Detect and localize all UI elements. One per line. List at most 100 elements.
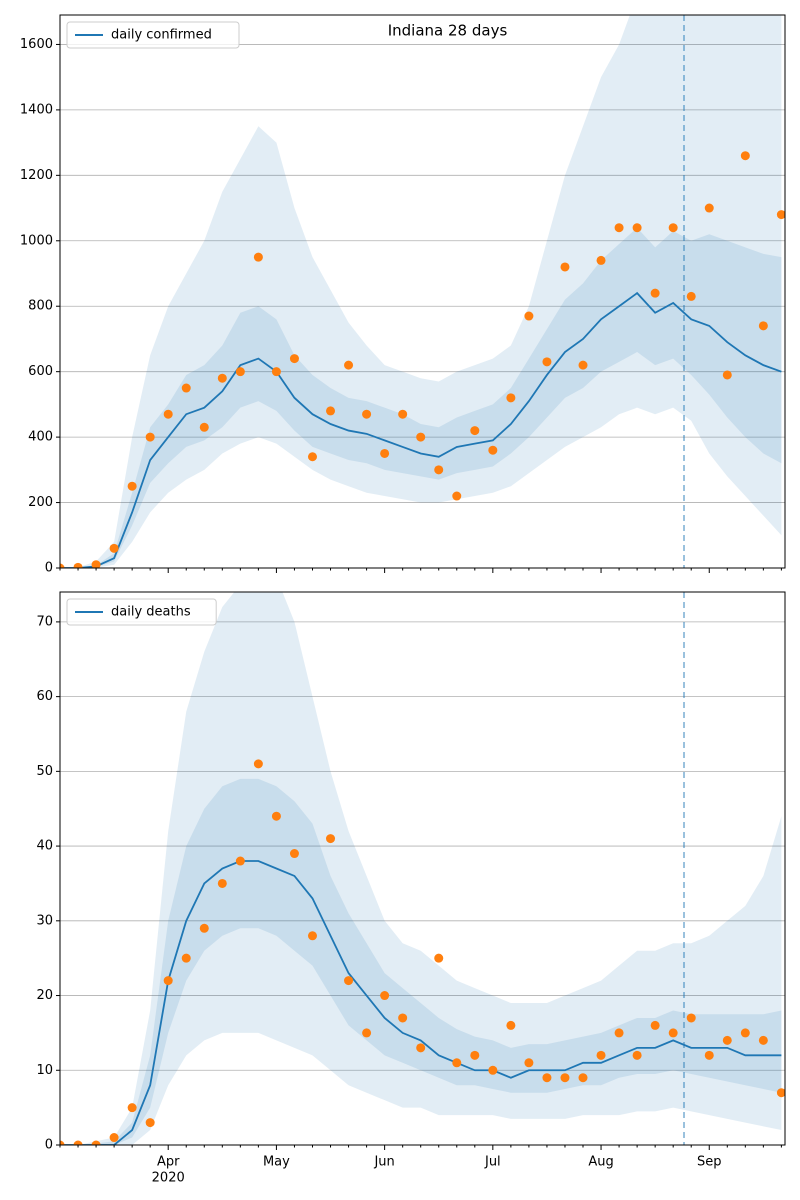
data-point — [632, 1050, 642, 1060]
plot-area — [60, 15, 785, 568]
series-line — [60, 860, 782, 1145]
data-point — [578, 360, 588, 370]
data-point — [271, 811, 281, 821]
data-point — [668, 223, 678, 233]
data-point — [307, 931, 317, 941]
data-point — [650, 288, 660, 298]
legend-box — [66, 21, 240, 49]
data-point — [127, 481, 137, 491]
data-point — [380, 448, 390, 458]
data-point — [344, 976, 354, 986]
data-point — [740, 1028, 750, 1038]
data-point — [704, 203, 714, 213]
data-point — [127, 1103, 137, 1113]
data-point — [686, 1013, 696, 1023]
data-point — [91, 560, 101, 568]
data-point — [145, 1118, 155, 1128]
data-point — [542, 357, 552, 367]
data-point — [235, 856, 245, 866]
data-point — [452, 1058, 462, 1068]
data-point — [289, 354, 299, 364]
data-point — [506, 393, 516, 403]
data-point — [109, 1133, 119, 1143]
x-year-label: 2020 — [152, 1171, 185, 1186]
x-tick-label: Jun — [373, 1155, 394, 1170]
data-point — [253, 759, 263, 769]
data-point — [398, 1013, 408, 1023]
data-point — [524, 311, 534, 321]
data-point — [740, 151, 750, 161]
data-point — [686, 291, 696, 301]
legend-box — [66, 598, 217, 626]
y-tick-label: 10 — [36, 1063, 53, 1078]
x-tick-label: Aug — [588, 1155, 613, 1170]
data-point — [326, 406, 336, 416]
data-point — [199, 422, 209, 432]
data-point — [163, 976, 173, 986]
legend-label: daily deaths — [111, 605, 191, 620]
data-point — [344, 360, 354, 370]
series-line — [60, 291, 782, 568]
data-point — [109, 543, 119, 553]
data-point — [362, 1028, 372, 1038]
y-tick-label: 0 — [45, 1138, 53, 1153]
x-tick-label: Jul — [484, 1155, 501, 1170]
data-point — [362, 409, 372, 419]
data-point — [614, 1028, 624, 1038]
data-point — [416, 432, 426, 442]
x-tick-label: May — [263, 1155, 290, 1170]
y-tick-label: 0 — [45, 561, 53, 576]
data-point — [60, 1140, 65, 1145]
y-tick-label: 1400 — [20, 102, 53, 117]
data-point — [560, 1073, 570, 1083]
data-point — [560, 262, 570, 272]
y-tick-label: 800 — [28, 299, 53, 314]
data-point — [758, 321, 768, 331]
data-point — [506, 1020, 516, 1030]
data-point — [488, 1065, 498, 1075]
data-point — [380, 991, 390, 1001]
y-tick-label: 40 — [36, 839, 53, 854]
data-point — [307, 452, 317, 462]
y-tick-label: 1000 — [20, 233, 53, 248]
y-tick-label: 400 — [28, 430, 53, 445]
data-point — [650, 1020, 660, 1030]
y-tick-label: 600 — [28, 364, 53, 379]
data-point — [181, 953, 191, 963]
data-point — [758, 1035, 768, 1045]
data-point — [181, 383, 191, 393]
data-point — [145, 432, 155, 442]
data-point — [614, 223, 624, 233]
data-point — [524, 1058, 534, 1068]
data-point — [199, 923, 209, 933]
data-point — [73, 1140, 83, 1145]
axes-frame — [59, 14, 786, 569]
data-point — [163, 409, 173, 419]
data-point — [326, 834, 336, 844]
data-point — [470, 426, 480, 436]
data-point — [217, 878, 227, 888]
data-point — [434, 953, 444, 963]
data-point — [722, 1035, 732, 1045]
data-point — [73, 562, 83, 568]
legend-label: daily confirmed — [111, 28, 212, 43]
y-tick-label: 30 — [36, 913, 53, 928]
data-point — [271, 367, 281, 377]
y-tick-label: 60 — [36, 689, 53, 704]
data-point — [632, 223, 642, 233]
x-tick-label: Apr — [157, 1155, 180, 1170]
data-point — [253, 252, 263, 262]
data-point — [217, 373, 227, 383]
data-point — [704, 1050, 714, 1060]
data-point — [542, 1073, 552, 1083]
y-tick-label: 20 — [36, 988, 53, 1003]
data-point — [235, 367, 245, 377]
y-tick-label: 1600 — [20, 37, 53, 52]
uncertainty-band — [60, 592, 782, 1145]
data-point — [596, 1050, 606, 1060]
chart-title: Indiana 28 days — [388, 22, 508, 40]
data-point — [91, 1140, 101, 1145]
data-point — [434, 465, 444, 475]
data-point — [470, 1050, 480, 1060]
